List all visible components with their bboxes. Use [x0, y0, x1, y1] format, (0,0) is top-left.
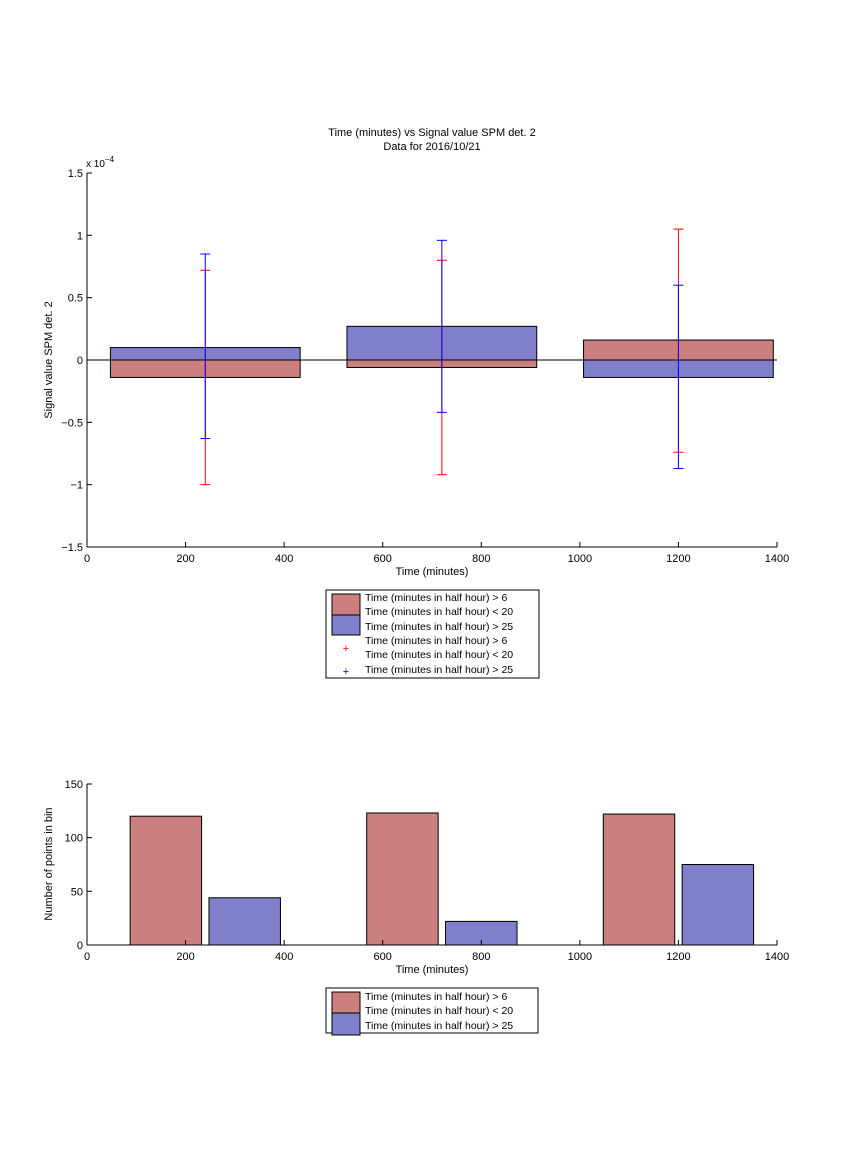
x-tick-label: 400: [275, 553, 293, 565]
y-axis-label: Number of points in bin: [43, 807, 55, 920]
y-tick-label: 0.5: [68, 293, 83, 305]
chart-title: Time (minutes) vs Signal value SPM det. …: [328, 127, 535, 139]
x-tick-label: 1000: [568, 553, 592, 565]
y-tick-label: −1.5: [61, 542, 83, 554]
y-axis-label: Signal value SPM det. 2: [43, 301, 55, 418]
legend-box: [325, 987, 539, 1034]
chart-subtitle: Data for 2016/10/21: [383, 141, 480, 153]
legend-swatch-blue: [331, 1012, 361, 1036]
count-legend: Time (minutes in half hour) > 6 Time (mi…: [325, 987, 539, 1036]
x-tick-label: 400: [275, 951, 293, 963]
signal-axes: 0 200 400 600 800 1000 1200 1400 −1.5 −1 −0.5 0 0.5 1…: [61, 168, 789, 565]
y-tick-label: 0: [77, 355, 83, 367]
legend-marker-blue: +: [343, 666, 349, 678]
y-tick-label: −1: [70, 480, 83, 492]
y-tick-label: 0: [77, 940, 83, 952]
legend-swatch-red: [331, 593, 361, 617]
legend-entry: Time (minutes in half hour) > 25: [365, 621, 513, 633]
x-tick-label: 1200: [666, 951, 690, 963]
count-chart: 0 200 400 600 800 1000 1200 1400 0 50 100 150 Time …: [43, 779, 790, 1036]
y-tick-label: 1.5: [68, 168, 83, 180]
legend-swatch-blue: [331, 614, 361, 636]
legend-swatch-red: [331, 991, 361, 1015]
x-axis-label: Time (minutes): [396, 964, 469, 976]
legend-entry: Time (minutes in half hour) < 20: [365, 1005, 513, 1017]
x-tick-label: 200: [176, 553, 194, 565]
legend-entry: Time (minutes in half hour) > 6: [365, 991, 507, 1003]
x-tick-label: 800: [472, 553, 490, 565]
y-tick-label: 1: [77, 230, 83, 242]
error-bars: [200, 228, 684, 486]
bar-red: [366, 812, 439, 946]
legend-entry: Time (minutes in half hour) > 6: [365, 592, 507, 604]
legend-entry: Time (minutes in half hour) > 25: [365, 664, 513, 676]
x-tick-label: 1000: [568, 951, 592, 963]
bar-blue: [681, 864, 755, 946]
legend-entry: Time (minutes in half hour) > 6: [365, 635, 507, 647]
x-tick-label: 600: [374, 951, 392, 963]
count-bars: [129, 812, 755, 946]
exponent-label: x 10−4: [86, 155, 115, 170]
x-tick-label: 1400: [765, 553, 789, 565]
y-tick-label: 100: [65, 833, 83, 845]
legend-marker-red: +: [343, 643, 349, 655]
legend-entry: Time (minutes in half hour) < 20: [365, 649, 513, 661]
x-tick-label: 1400: [765, 951, 789, 963]
y-tick-label: 50: [71, 886, 83, 898]
bar-red: [129, 815, 203, 946]
x-tick-label: 800: [472, 951, 490, 963]
x-tick-label: 0: [84, 951, 90, 963]
legend-box: [325, 589, 540, 679]
x-tick-label: 200: [176, 951, 194, 963]
x-tick-label: 1200: [666, 553, 690, 565]
count-axes: 0 200 400 600 800 1000 1200 1400 0 50 100 150: [65, 779, 790, 963]
x-tick-label: 600: [374, 553, 392, 565]
y-tick-label: 150: [65, 779, 83, 791]
signal-chart: Time (minutes) vs Signal value SPM det. …: [43, 127, 789, 679]
x-axis-label: Time (minutes): [396, 566, 469, 578]
bar-red: [602, 813, 676, 946]
x-tick-label: 0: [84, 553, 90, 565]
y-tick-label: −0.5: [61, 417, 83, 429]
signal-legend: + + Time (minutes in half hour) > 6 Time…: [325, 589, 540, 679]
legend-entry: Time (minutes in half hour) < 20: [365, 606, 513, 618]
legend-entry: Time (minutes in half hour) > 25: [365, 1020, 513, 1032]
bar-blue: [208, 897, 281, 946]
